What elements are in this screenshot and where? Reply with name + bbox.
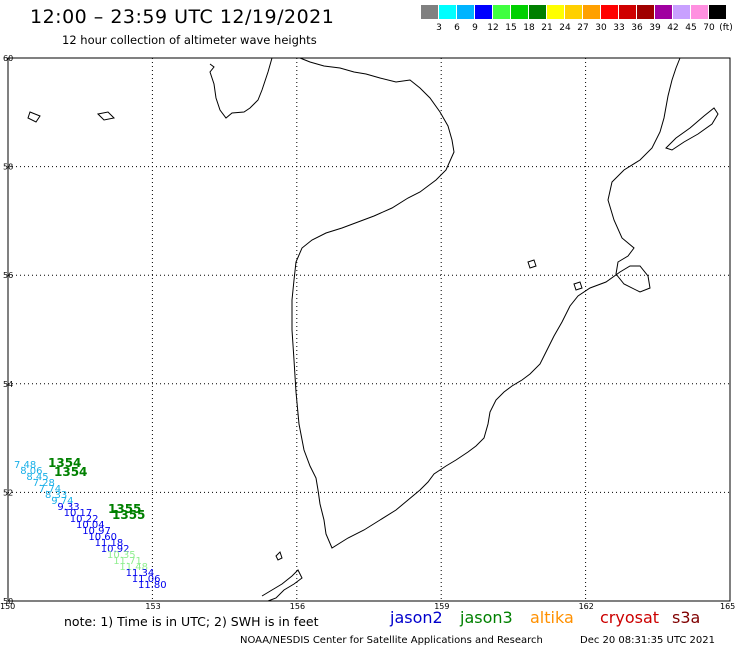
legend-swatch bbox=[601, 5, 618, 19]
island-small-4 bbox=[573, 281, 583, 291]
legend-swatch bbox=[547, 5, 564, 19]
lat-label: 60 bbox=[3, 54, 13, 63]
island-small-1 bbox=[27, 111, 41, 123]
legend-label: 21 bbox=[541, 23, 553, 33]
legend-swatch bbox=[691, 5, 708, 19]
lat-label: 58 bbox=[3, 163, 13, 172]
satellite-altika: altika bbox=[530, 608, 574, 627]
legend-label: 45 bbox=[685, 23, 697, 33]
wave-height-label: 8.33 bbox=[45, 490, 67, 501]
legend-label: 6 bbox=[454, 23, 460, 33]
lon-label: 159 bbox=[434, 602, 449, 611]
legend-label: 33 bbox=[613, 23, 625, 33]
kamchatka-coastline bbox=[209, 57, 681, 549]
legend-label: 9 bbox=[472, 23, 478, 33]
wave-height-label: 10.97 bbox=[82, 526, 111, 537]
pass-time-label: 1354 bbox=[48, 456, 81, 470]
wave-height-label: 11.34 bbox=[126, 568, 155, 579]
satellite-jason2: jason2 bbox=[390, 608, 443, 627]
wave-height-label: 11.06 bbox=[132, 574, 161, 585]
credit-line: NOAA/NESDIS Center for Satellite Applica… bbox=[240, 635, 543, 646]
wave-height-label: 9.74 bbox=[51, 496, 73, 507]
wave-height-label: 7.48 bbox=[14, 460, 36, 471]
legend-label: 27 bbox=[577, 23, 589, 33]
legend-swatch bbox=[421, 5, 438, 19]
pass-time-label: 1355 bbox=[108, 502, 141, 516]
wave-height-label: 10.22 bbox=[70, 514, 99, 525]
map-title: 12:00 – 23:59 UTC 12/19/2021 bbox=[30, 6, 335, 28]
wave-height-label: 8.45 bbox=[26, 472, 48, 483]
wave-height-label: 10.17 bbox=[64, 508, 93, 519]
lon-label: 153 bbox=[145, 602, 160, 611]
units-note: note: 1) Time is in UTC; 2) SWH is in fe… bbox=[64, 614, 319, 629]
legend-label: 24 bbox=[559, 23, 571, 33]
pass-time-label: 1355 bbox=[112, 508, 145, 522]
wave-height-label: 11.18 bbox=[95, 538, 124, 549]
legend-label: 18 bbox=[523, 23, 535, 33]
satellite-jason3: jason3 bbox=[460, 608, 513, 627]
wave-height-label: 10.92 bbox=[101, 544, 130, 555]
map-frame bbox=[7, 57, 731, 602]
wave-height-label: 7.74 bbox=[39, 484, 61, 495]
legend-label: 42 bbox=[667, 23, 679, 33]
wave-height-label: 9.33 bbox=[57, 502, 79, 513]
legend-swatch bbox=[619, 5, 636, 19]
wave-height-label: 7.28 bbox=[33, 478, 55, 489]
legend-swatch bbox=[565, 5, 582, 19]
wave-height-label: 11.71 bbox=[113, 556, 142, 567]
lat-label: 56 bbox=[3, 271, 13, 280]
legend-swatch bbox=[511, 5, 528, 19]
legend-swatch bbox=[583, 5, 600, 19]
legend-swatch bbox=[439, 5, 456, 19]
pass-time-label: 1354 bbox=[54, 465, 87, 479]
legend-swatch bbox=[457, 5, 474, 19]
wave-height-label: 10.04 bbox=[76, 520, 105, 531]
wave-height-label: 10.35 bbox=[107, 550, 136, 561]
island-small-2 bbox=[96, 111, 116, 121]
legend-swatch bbox=[493, 5, 510, 19]
map-subtitle: 12 hour collection of altimeter wave hei… bbox=[62, 33, 317, 47]
legend-unit: (ft) bbox=[719, 23, 733, 33]
altimeter-tracks: 7.488.068.457.287.748.339.749.3310.1710.… bbox=[14, 456, 167, 591]
legend-label: 12 bbox=[487, 23, 499, 33]
legend-label: 70 bbox=[703, 23, 715, 33]
lat-label: 50 bbox=[3, 597, 13, 606]
legend-swatch bbox=[709, 5, 726, 19]
legend-label: 36 bbox=[631, 23, 643, 33]
lat-label: 54 bbox=[3, 380, 13, 389]
satellite-s3a: s3a bbox=[672, 608, 701, 627]
legend-swatch bbox=[673, 5, 690, 19]
legend-swatch bbox=[529, 5, 546, 19]
generated-timestamp: Dec 20 08:31:35 UTC 2021 bbox=[580, 635, 715, 646]
island-small-3 bbox=[527, 259, 537, 269]
wave-height-label: 11.48 bbox=[119, 562, 148, 573]
wave-height-label: 10.60 bbox=[88, 532, 117, 543]
lat-lon-grid bbox=[8, 58, 730, 601]
legend-swatch bbox=[655, 5, 672, 19]
lon-label: 162 bbox=[579, 602, 594, 611]
lon-label: 156 bbox=[290, 602, 305, 611]
wave-height-label: 8.06 bbox=[20, 466, 42, 477]
lon-label: 165 bbox=[720, 602, 735, 611]
kuril-islands bbox=[261, 551, 303, 602]
karaginsky-island bbox=[665, 107, 719, 151]
legend-swatch bbox=[475, 5, 492, 19]
legend-swatch bbox=[637, 5, 654, 19]
legend-label: 15 bbox=[505, 23, 517, 33]
legend-label: 3 bbox=[436, 23, 442, 33]
lat-label: 52 bbox=[3, 488, 13, 497]
satellite-cryosat: cryosat bbox=[600, 608, 660, 627]
wave-height-label: 11.80 bbox=[138, 580, 167, 591]
legend-label: 39 bbox=[649, 23, 661, 33]
legend-label: 30 bbox=[595, 23, 607, 33]
lon-label: 150 bbox=[0, 602, 15, 611]
